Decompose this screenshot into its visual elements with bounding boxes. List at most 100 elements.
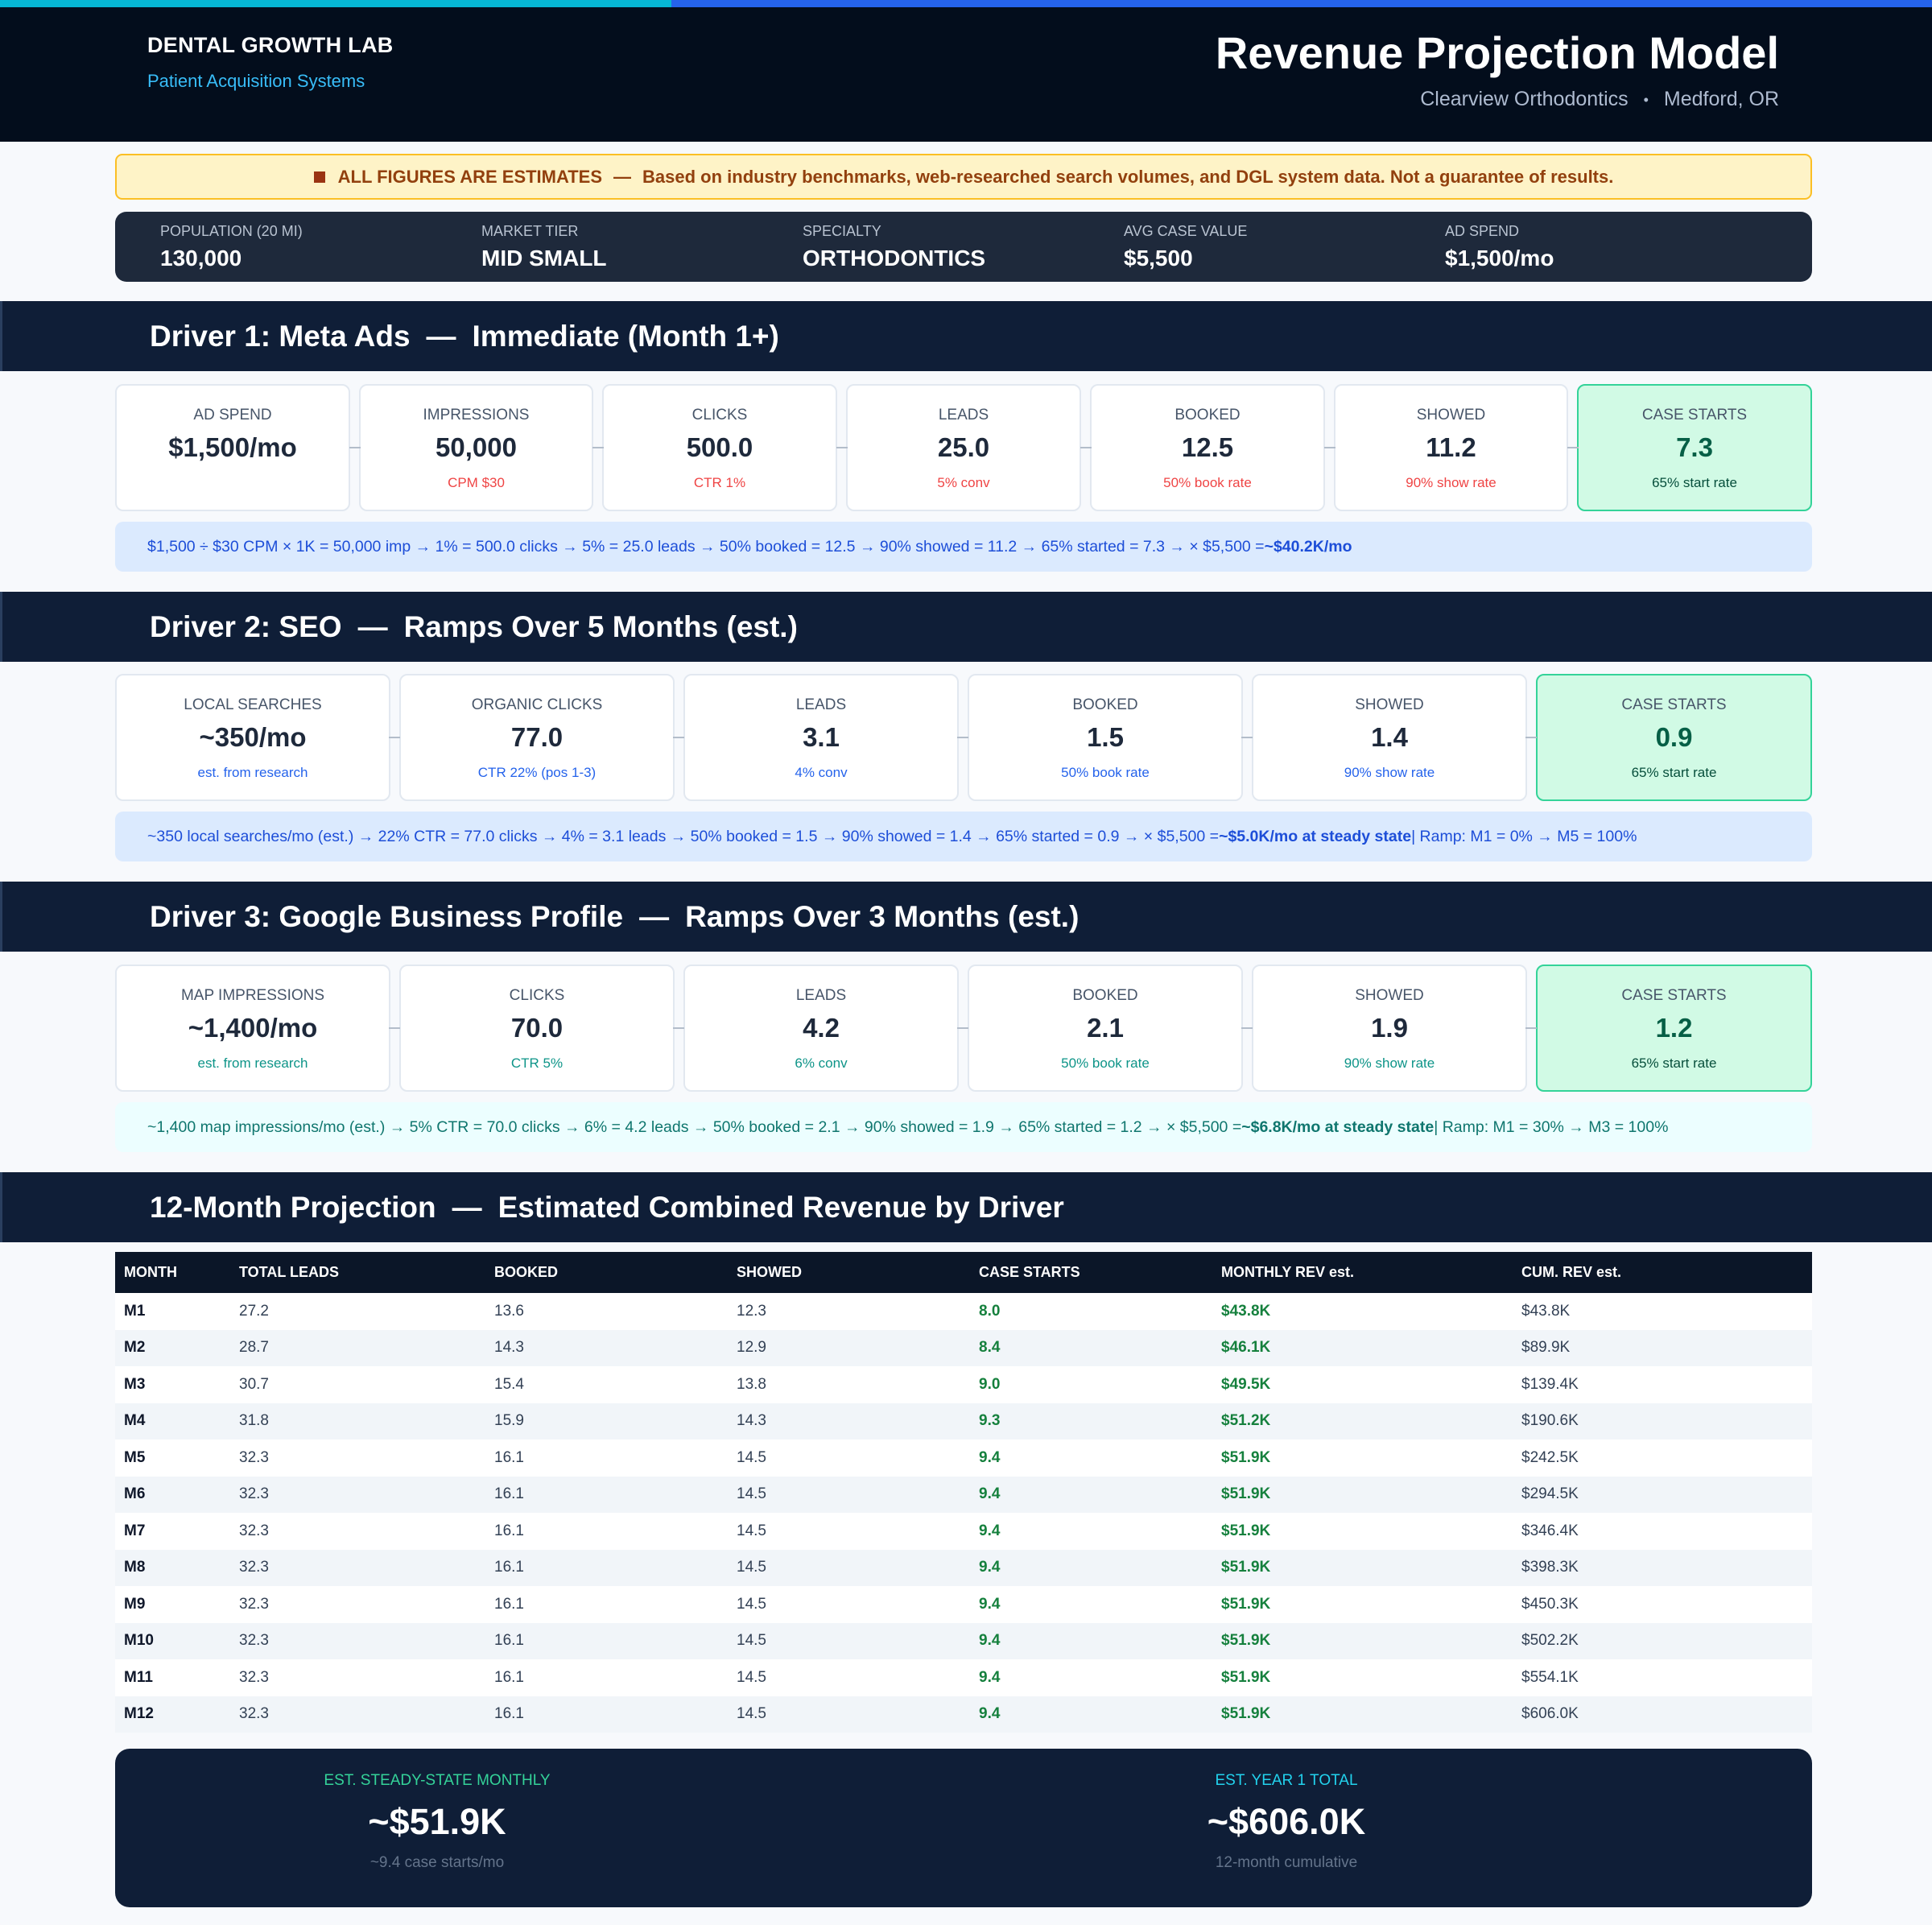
table-row: M4 31.8 15.9 14.3 9.3 $51.2K $190.6K <box>115 1402 1812 1440</box>
driver-subtitle: Ramps Over 3 Months (est.) <box>685 900 1080 933</box>
table-cell: 9.4 <box>970 1476 1212 1513</box>
stat-label: MARKET TIER <box>481 223 579 239</box>
stat-label: AD SPEND <box>1445 223 1520 239</box>
table-cell: 16.1 <box>485 1549 728 1586</box>
card-label: BOOKED <box>1072 987 1138 1004</box>
table-cell: 15.9 <box>485 1402 728 1440</box>
table-cell: $51.9K <box>1212 1586 1513 1623</box>
funnel-card-booked: BOOKED 12.5 50% book rate <box>1090 384 1325 511</box>
card-sub: 4% conv <box>795 765 848 780</box>
page-title: Revenue Projection Model <box>1215 27 1779 78</box>
table-cell: $502.2K <box>1513 1622 1812 1659</box>
table-cell: 32.3 <box>230 1513 485 1550</box>
stat-market-tier: MARKET TIER MID SMALL <box>481 223 607 271</box>
table-cell: 31.8 <box>230 1402 485 1440</box>
card-sub: 5% conv <box>937 475 990 490</box>
table-row: M7 32.3 16.1 14.5 9.4 $51.9K $346.4K <box>115 1513 1812 1550</box>
table-cell: 16.1 <box>485 1586 728 1623</box>
funnel-card-booked: BOOKED 2.1 50% book rate <box>968 965 1243 1092</box>
table-cell: 15.4 <box>485 1366 728 1403</box>
table-row: M11 32.3 16.1 14.5 9.4 $51.9K $554.1K <box>115 1659 1812 1696</box>
column-header: BOOKED <box>485 1252 728 1293</box>
card-value: 11.2 <box>1426 432 1476 462</box>
card-value: 1.9 <box>1371 1013 1408 1043</box>
brand-tagline: Patient Acquisition Systems <box>147 71 365 91</box>
totals-panel: EST. STEADY-STATE MONTHLY ~$51.9K ~9.4 c… <box>115 1749 1812 1907</box>
card-sub: 50% book rate <box>1061 1055 1150 1071</box>
warning-dash: — <box>613 166 632 187</box>
table-cell: 14.5 <box>728 1696 970 1733</box>
card-value: 12.5 <box>1181 432 1234 462</box>
accent-bar-segment <box>0 0 671 7</box>
funnel-card-showed: SHOWED 1.9 90% show rate <box>1252 965 1527 1092</box>
stat-value: MID SMALL <box>481 246 607 271</box>
total-sub: 12-month cumulative <box>1215 1854 1358 1871</box>
table-cell: M7 <box>115 1513 230 1550</box>
total-label: EST. STEADY-STATE MONTHLY <box>324 1772 551 1789</box>
table-cell: 27.2 <box>230 1293 485 1330</box>
funnel-connector <box>1525 737 1537 738</box>
practice-line: Clearview Orthodontics • Medford, OR <box>1420 88 1779 111</box>
table-cell: $51.9K <box>1212 1476 1513 1513</box>
driver-1-header: Driver 1: Meta Ads — Immediate (Month 1+) <box>0 301 1932 371</box>
table-cell: 14.3 <box>728 1402 970 1440</box>
table-cell: 32.3 <box>230 1440 485 1477</box>
table-cell: 9.0 <box>970 1366 1212 1403</box>
table-cell: 14.5 <box>728 1476 970 1513</box>
stat-value: 130,000 <box>160 246 242 271</box>
stat-ad-spend: AD SPEND $1,500/mo <box>1445 223 1554 271</box>
driver-subtitle: Immediate (Month 1+) <box>472 320 779 353</box>
table-cell: 32.3 <box>230 1586 485 1623</box>
card-value: 25.0 <box>937 432 990 462</box>
total-value: ~$606.0K <box>1207 1801 1366 1842</box>
table-cell: $51.9K <box>1212 1696 1513 1733</box>
card-value: 3.1 <box>803 722 840 752</box>
table-cell: $49.5K <box>1212 1366 1513 1403</box>
funnel-connector <box>1525 1027 1537 1029</box>
formula-tail: | Ramp: M1 = 30% → M3 = 100% <box>1434 1117 1669 1136</box>
card-label: CASE STARTS <box>1621 696 1727 713</box>
table-cell: $43.8K <box>1212 1293 1513 1330</box>
card-sub: 90% show rate <box>1344 765 1435 780</box>
card-sub: 6% conv <box>795 1055 848 1071</box>
projection-table: MONTH TOTAL LEADS BOOKED SHOWED CASE STA… <box>115 1252 1812 1733</box>
funnel-card-leads: LEADS 25.0 5% conv <box>846 384 1081 511</box>
card-sub: 65% start rate <box>1631 765 1717 780</box>
funnel-connector <box>592 447 604 448</box>
table-cell: 16.1 <box>485 1659 728 1696</box>
formula-text: ~1,400 map impressions/mo (est.) → 5% CT… <box>147 1117 1242 1136</box>
card-label: SHOWED <box>1355 987 1424 1004</box>
funnel-connector <box>1324 447 1335 448</box>
card-sub: CTR 1% <box>693 475 746 490</box>
column-header: TOTAL LEADS <box>230 1252 485 1293</box>
table-row: M1 27.2 13.6 12.3 8.0 $43.8K $43.8K <box>115 1293 1812 1330</box>
table-cell: M1 <box>115 1293 230 1330</box>
driver-title: Driver 2: SEO <box>150 610 342 643</box>
warning-label: ALL FIGURES ARE ESTIMATES <box>337 166 603 187</box>
card-value: 1.4 <box>1371 722 1408 752</box>
table-cell: 28.7 <box>230 1329 485 1366</box>
card-label: LEADS <box>938 407 989 423</box>
table-cell: $51.2K <box>1212 1402 1513 1440</box>
card-sub: CPM $30 <box>448 475 505 490</box>
brand-name: DENTAL GROWTH LAB <box>147 33 394 57</box>
practice-name: Clearview Orthodontics <box>1420 88 1629 110</box>
card-label: CASE STARTS <box>1641 407 1748 423</box>
table-cell: $398.3K <box>1513 1549 1812 1586</box>
card-value: 500.0 <box>686 432 753 462</box>
stat-label: SPECIALTY <box>803 223 881 239</box>
funnel-card-organic-clicks: ORGANIC CLICKS 77.0 CTR 22% (pos 1-3) <box>399 674 675 801</box>
funnel-card-ad-spend: AD SPEND $1,500/mo <box>115 384 350 511</box>
driver-1-formula: $1,500 ÷ $30 CPM × 1K = 50,000 imp → 1% … <box>115 522 1812 572</box>
funnel-card-clicks: CLICKS 500.0 CTR 1% <box>602 384 837 511</box>
funnel-connector <box>1080 447 1092 448</box>
card-value: 50,000 <box>436 432 517 462</box>
card-sub: 65% start rate <box>1652 475 1737 490</box>
warning-text: Based on industry benchmarks, web-resear… <box>642 166 1614 187</box>
projection-header: 12-Month Projection — Estimated Combined R… <box>0 1172 1932 1242</box>
card-label: AD SPEND <box>193 407 272 423</box>
card-sub: 65% start rate <box>1631 1055 1717 1071</box>
projection-table-body: M1 27.2 13.6 12.3 8.0 $43.8K $43.8K M2 28.7 14.3 1… <box>115 1293 1812 1733</box>
table-row: M12 32.3 16.1 14.5 9.4 $51.9K $606.0K <box>115 1696 1812 1733</box>
